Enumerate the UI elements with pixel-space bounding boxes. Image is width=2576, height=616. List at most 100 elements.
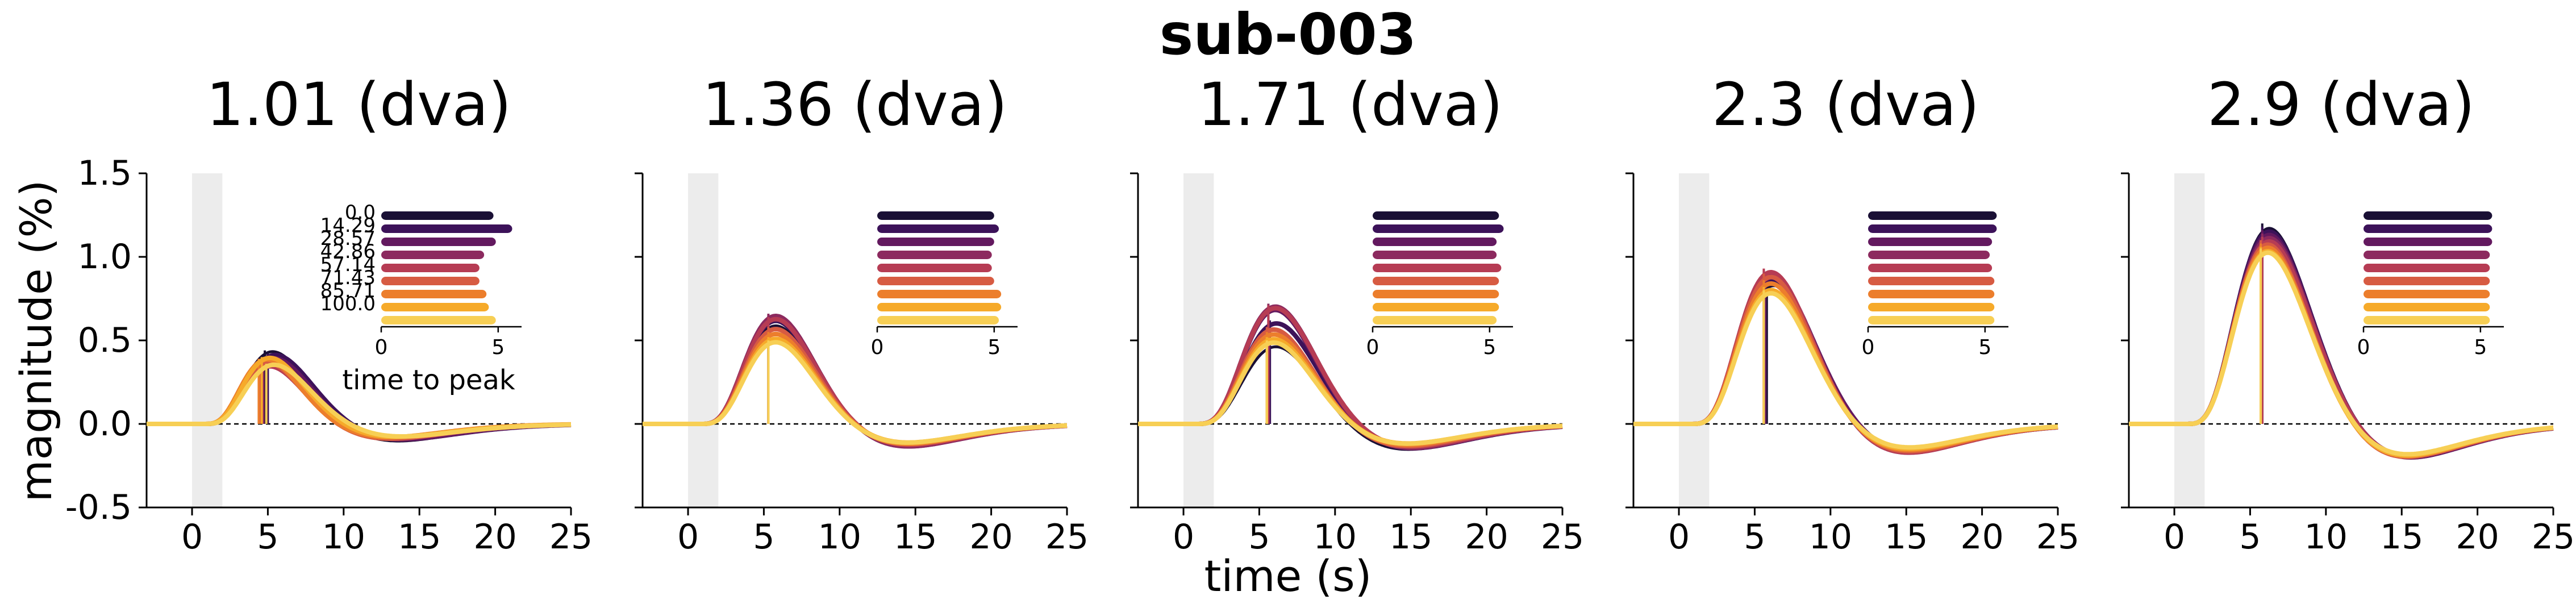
inset-bar-1: [1868, 211, 1997, 220]
inset-bar-6: [1373, 277, 1499, 285]
inset-category-label: 100.0: [320, 293, 376, 315]
inset-bar-6: [381, 277, 480, 285]
stimulus-window: [2174, 173, 2205, 507]
x-tick-label: 5: [1248, 517, 1270, 557]
inset-bar-3: [381, 238, 496, 246]
panel-title: 1.71 (dva): [1198, 70, 1503, 139]
panels-group: 1.01 (dva)0 5 10 15 20 25-0.50.00.51.01.50.01…: [65, 70, 2575, 557]
inset-bar-7: [1373, 290, 1499, 298]
x-tick-label: 25: [549, 517, 593, 557]
x-tick-label: 5: [753, 517, 774, 557]
inset-x-tick-label: 0: [2357, 336, 2370, 359]
inset-bar-2: [877, 224, 999, 233]
y-tick-label: 1.5: [78, 153, 132, 193]
figure-title: sub-003: [1160, 1, 1417, 68]
inset-bar-1: [1373, 211, 1499, 220]
y-tick-label: 1.0: [78, 237, 132, 277]
inset-x-tick-label: 5: [2474, 336, 2487, 359]
x-tick-label: 5: [257, 517, 278, 557]
stimulus-window: [688, 173, 719, 507]
inset-bar-7: [1868, 290, 1995, 298]
x-tick-label: 25: [2036, 517, 2079, 557]
inset-bar-5: [1373, 264, 1502, 272]
x-tick-label: 20: [1465, 517, 1508, 557]
panel-title: 2.3 (dva): [1712, 70, 1979, 139]
panel-4: 2.3 (dva)0 5 10 15 20 250 5: [1625, 70, 2079, 557]
x-tick-label: 10: [1809, 517, 1852, 557]
y-axis-label: magnitude (%): [11, 180, 61, 502]
inset-bar-8: [381, 303, 489, 311]
inset-bar-9: [381, 316, 496, 324]
x-tick-label: 10: [2304, 517, 2348, 557]
inset-bar-3: [1868, 238, 1993, 246]
inset-x-tick-label: 5: [987, 336, 1001, 359]
inset-bar-2: [381, 224, 512, 233]
inset-bar-9: [877, 316, 999, 324]
x-tick-label: 10: [1314, 517, 1357, 557]
inset-bar-2: [1868, 224, 1997, 233]
inset-x-tick-label: 0: [1862, 336, 1875, 359]
inset-bar-3: [877, 238, 994, 246]
inset-bar-4: [877, 251, 992, 259]
series-line-9: [641, 340, 1068, 445]
inset-category-label: 28.57: [320, 227, 376, 250]
inset-bar-4: [381, 251, 485, 259]
inset-bar-7: [877, 290, 1002, 298]
x-tick-label: 20: [2456, 517, 2499, 557]
inset-bar-4: [1868, 251, 1990, 259]
inset-x-tick-label: 5: [1978, 336, 1991, 359]
stimulus-window: [1679, 173, 1710, 507]
inset-x-tick-label: 0: [375, 336, 388, 359]
inset-bar-5: [381, 264, 480, 272]
x-tick-label: 25: [1045, 517, 1089, 557]
y-tick-label: -0.5: [65, 488, 132, 527]
panel-title: 2.9 (dva): [2207, 70, 2475, 139]
inset-category-label: 14.29: [320, 214, 376, 237]
x-tick-label: 25: [1541, 517, 1584, 557]
inset-bar-8: [1868, 303, 1995, 311]
panel-title: 1.01 (dva): [206, 70, 511, 139]
inset-bar-5: [2364, 264, 2490, 272]
panel-3: 1.71 (dva)0 5 10 15 20 250 5: [1130, 70, 1584, 557]
inset-x-tick-label: 5: [1483, 336, 1496, 359]
inset-bar-7: [381, 290, 487, 298]
inset-category-label: 42.86: [320, 240, 376, 263]
inset-bar-9: [1868, 316, 1995, 324]
inset-x-label: time to peak: [342, 364, 515, 396]
inset-bar-4: [2364, 251, 2490, 259]
inset-bar-6: [2364, 277, 2490, 285]
inset-bar-1: [2364, 211, 2492, 220]
stimulus-window: [1183, 173, 1214, 507]
x-tick-label: 20: [1960, 517, 2003, 557]
series-line-9: [145, 362, 572, 439]
inset-category-label: 71.43: [320, 267, 376, 289]
series-line-9: [2128, 250, 2554, 457]
inset-bar-5: [877, 264, 992, 272]
inset-bar-7: [2364, 290, 2490, 298]
panel-2: 1.36 (dva)0 5 10 15 20 250 5: [635, 70, 1089, 557]
inset-bar-8: [877, 303, 1002, 311]
inset-bar-3: [1373, 238, 1497, 246]
inset-bar-8: [2364, 303, 2490, 311]
inset-bar-5: [1868, 264, 1993, 272]
x-axis-label: time (s): [1204, 551, 1372, 601]
series-line-9: [1632, 291, 2059, 450]
inset-category-label: 0.0: [345, 201, 376, 224]
x-tick-label: 15: [1389, 517, 1432, 557]
x-tick-label: 15: [2380, 517, 2423, 557]
x-tick-label: 0: [677, 517, 699, 557]
panel-title: 1.36 (dva): [702, 70, 1007, 139]
inset-x-tick-label: 0: [1366, 336, 1379, 359]
inset-x-tick-label: 5: [491, 336, 505, 359]
inset-bar-2: [2364, 224, 2492, 233]
inset-bar-9: [1373, 316, 1497, 324]
inset-bar-6: [1868, 277, 1995, 285]
inset-category-label: 57.14: [320, 253, 376, 276]
x-tick-label: 0: [1173, 517, 1194, 557]
stimulus-window: [192, 173, 223, 507]
inset-bar-6: [877, 277, 994, 285]
inset-bar-3: [2364, 238, 2492, 246]
